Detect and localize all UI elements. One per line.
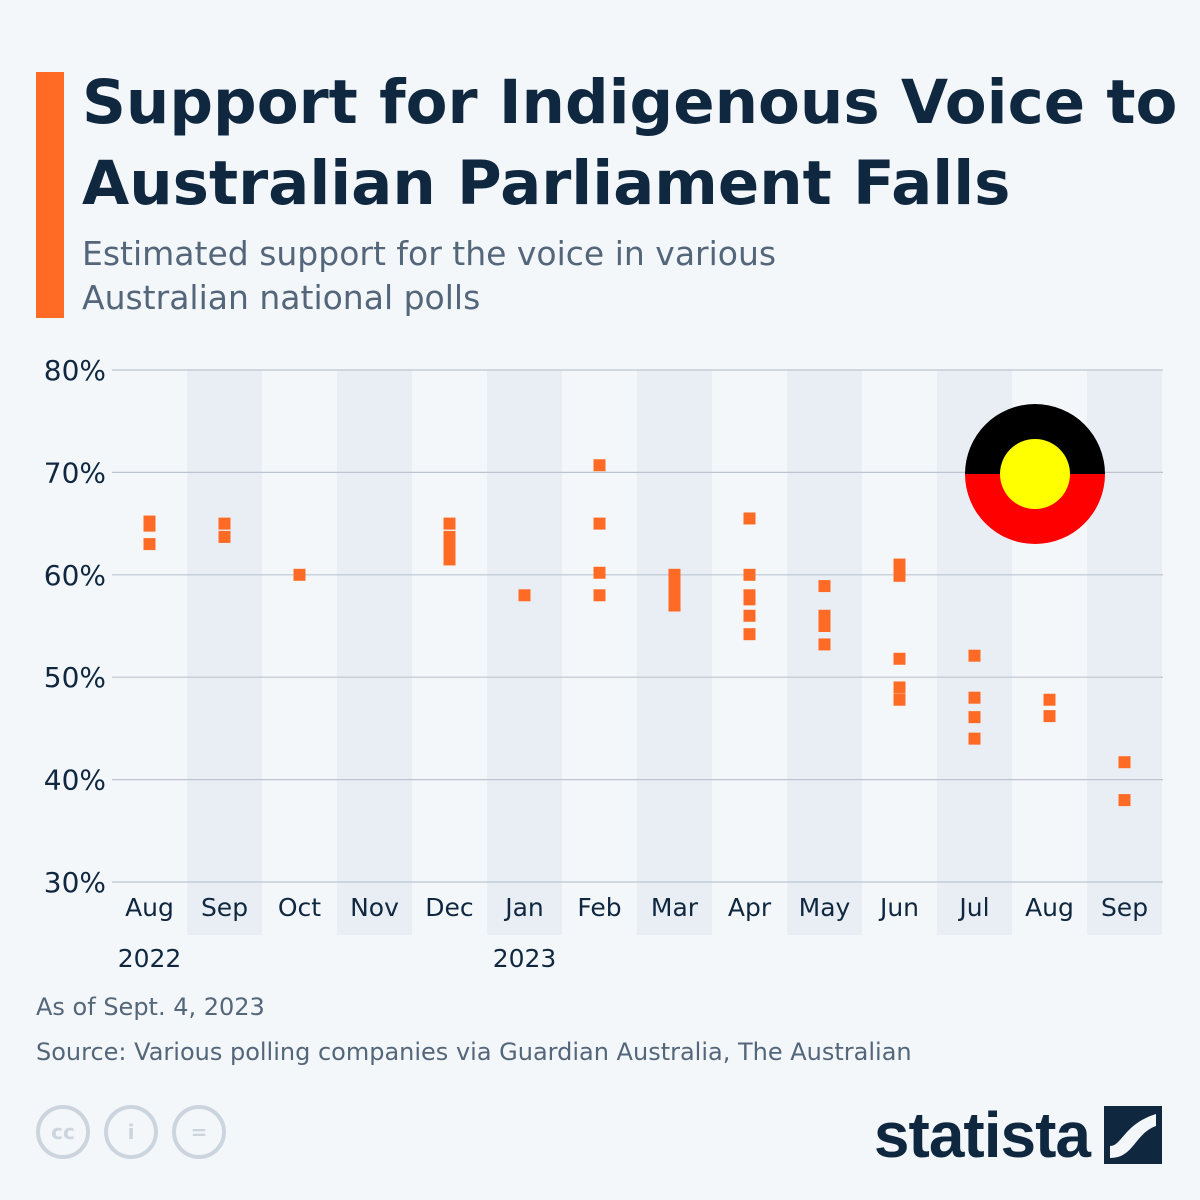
data-point — [443, 553, 456, 566]
brand-name: statista — [873, 1099, 1091, 1171]
y-tick-label: 50% — [44, 661, 106, 694]
y-tick-label: 60% — [44, 559, 106, 592]
flag-sun — [1000, 439, 1070, 509]
y-tick-label: 70% — [44, 456, 106, 489]
data-point — [443, 517, 456, 530]
data-point — [668, 589, 681, 602]
y-tick-label: 40% — [44, 764, 106, 797]
data-point — [968, 732, 981, 745]
scatter-chart: 30% 40% 50% 60% 70% 80% Aug Sep Oct Nov Dec Jan Feb… — [44, 354, 1163, 973]
data-point — [968, 711, 981, 724]
data-point — [593, 459, 606, 472]
x-tick-label: Jan — [503, 893, 544, 922]
month-band — [337, 370, 412, 935]
x-tick-label: Jul — [957, 893, 989, 922]
data-point — [743, 593, 756, 606]
data-point — [743, 628, 756, 641]
data-point — [743, 609, 756, 622]
data-point — [893, 569, 906, 582]
month-band — [487, 370, 562, 935]
gridlines — [112, 369, 1163, 883]
x-tick-label: Feb — [577, 893, 621, 922]
statista-logo[interactable]: statista — [874, 1098, 1162, 1172]
x-axis-ticks: Aug Sep Oct Nov Dec Jan Feb Mar Apr May Jun Jul Aug S… — [118, 893, 1148, 973]
data-point — [443, 542, 456, 555]
month-band — [187, 370, 262, 935]
data-point — [143, 538, 156, 551]
data-point — [443, 530, 456, 543]
data-point — [143, 519, 156, 532]
data-points — [143, 459, 1131, 807]
data-point — [293, 568, 306, 581]
y-tick-label: 30% — [44, 866, 106, 899]
x-tick-label: Dec — [425, 893, 473, 922]
data-point — [518, 589, 531, 602]
data-point — [743, 568, 756, 581]
data-point — [593, 517, 606, 530]
license-icons: cc i = — [36, 1105, 226, 1159]
year-label: 2023 — [493, 944, 557, 973]
x-tick-label: Jun — [878, 893, 919, 922]
month-band — [637, 370, 712, 935]
x-tick-label: Aug — [125, 893, 174, 922]
data-point — [893, 693, 906, 706]
statista-logo-icon — [1104, 1106, 1162, 1164]
data-point — [1118, 794, 1131, 807]
data-point — [218, 530, 231, 543]
no-derivatives-icon[interactable]: = — [172, 1105, 226, 1159]
data-point — [818, 620, 831, 632]
data-point — [218, 517, 231, 530]
x-tick-label: Nov — [350, 893, 399, 922]
x-tick-label: Sep — [201, 893, 248, 922]
y-axis-ticks: 30% 40% 50% 60% 70% 80% — [44, 354, 106, 899]
source-note: Source: Various polling companies via Gu… — [36, 1038, 912, 1066]
chart-subtitle: Estimated support for the voice in vario… — [82, 234, 777, 317]
month-band — [787, 370, 862, 935]
data-point — [1118, 756, 1131, 769]
data-point — [593, 566, 606, 579]
data-point — [893, 681, 906, 694]
x-tick-label: May — [799, 893, 851, 922]
data-point — [968, 691, 981, 704]
data-point — [668, 568, 681, 581]
x-tick-label: Apr — [728, 893, 772, 922]
chart-title: Support for Indigenous Voice to Australi… — [82, 67, 1178, 219]
attribution-icon[interactable]: i — [104, 1105, 158, 1159]
aboriginal-flag-icon — [965, 404, 1105, 544]
data-point — [593, 589, 606, 602]
x-tick-label: Sep — [1101, 893, 1148, 922]
data-point — [743, 512, 756, 525]
data-point — [893, 652, 906, 665]
cc-icon[interactable]: cc — [36, 1105, 90, 1159]
data-point — [818, 580, 831, 593]
as-of-note: As of Sept. 4, 2023 — [36, 993, 265, 1021]
year-label: 2022 — [118, 944, 182, 973]
x-tick-label: Oct — [278, 893, 321, 922]
data-point — [818, 638, 831, 651]
accent-bar — [36, 72, 64, 318]
data-point — [668, 579, 681, 592]
y-tick-label: 80% — [44, 354, 106, 387]
x-tick-label: Mar — [651, 893, 699, 922]
data-point — [668, 599, 681, 612]
data-point — [1043, 693, 1056, 706]
data-point — [968, 649, 981, 662]
x-tick-label: Aug — [1025, 893, 1074, 922]
data-point — [1043, 710, 1056, 723]
data-point — [818, 609, 831, 622]
data-point — [893, 558, 906, 571]
